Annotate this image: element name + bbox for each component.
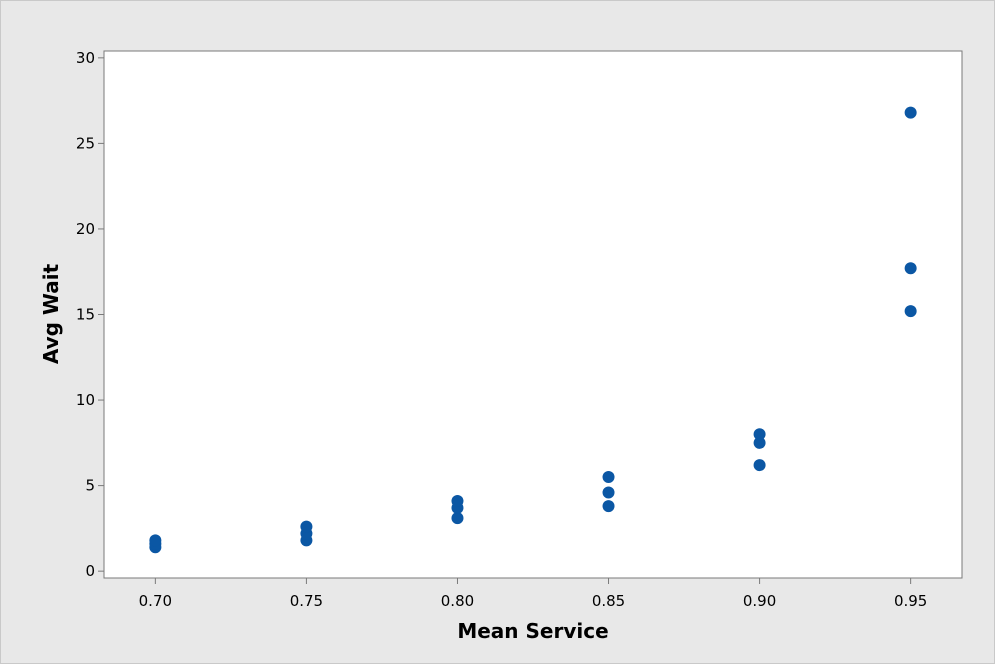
x-tick-label: 0.80 bbox=[441, 592, 474, 610]
data-point bbox=[753, 436, 766, 449]
y-tick-label: 30 bbox=[76, 49, 95, 67]
y-tick-label: 5 bbox=[85, 477, 95, 495]
x-axis: 0.70 0.75 0.80 0.85 0.90 0.95 bbox=[139, 578, 927, 610]
x-tick-label: 0.85 bbox=[592, 592, 625, 610]
y-axis: 0 5 10 15 20 25 30 bbox=[76, 49, 104, 580]
x-tick-label: 0.75 bbox=[290, 592, 323, 610]
x-tick-label: 0.90 bbox=[743, 592, 776, 610]
y-axis-title: Avg Wait bbox=[39, 263, 63, 364]
data-point bbox=[451, 512, 464, 525]
x-tick-label: 0.95 bbox=[894, 592, 927, 610]
data-point bbox=[149, 534, 162, 547]
data-point bbox=[753, 428, 766, 441]
x-tick-label: 0.70 bbox=[139, 592, 172, 610]
data-point bbox=[904, 106, 917, 119]
data-point bbox=[451, 495, 464, 508]
data-point bbox=[300, 520, 313, 533]
y-tick-label: 15 bbox=[76, 306, 95, 324]
y-tick-label: 0 bbox=[85, 562, 95, 580]
data-point bbox=[753, 459, 766, 472]
data-points bbox=[149, 106, 917, 554]
y-tick-label: 20 bbox=[76, 220, 95, 238]
data-point bbox=[602, 486, 615, 499]
data-point bbox=[602, 500, 615, 513]
y-tick-label: 25 bbox=[76, 134, 95, 152]
data-point bbox=[602, 471, 615, 484]
data-point bbox=[904, 305, 917, 318]
y-tick-label: 10 bbox=[76, 391, 95, 409]
x-axis-title: Mean Service bbox=[457, 619, 608, 643]
plot-area bbox=[103, 50, 963, 579]
data-point bbox=[904, 262, 917, 275]
